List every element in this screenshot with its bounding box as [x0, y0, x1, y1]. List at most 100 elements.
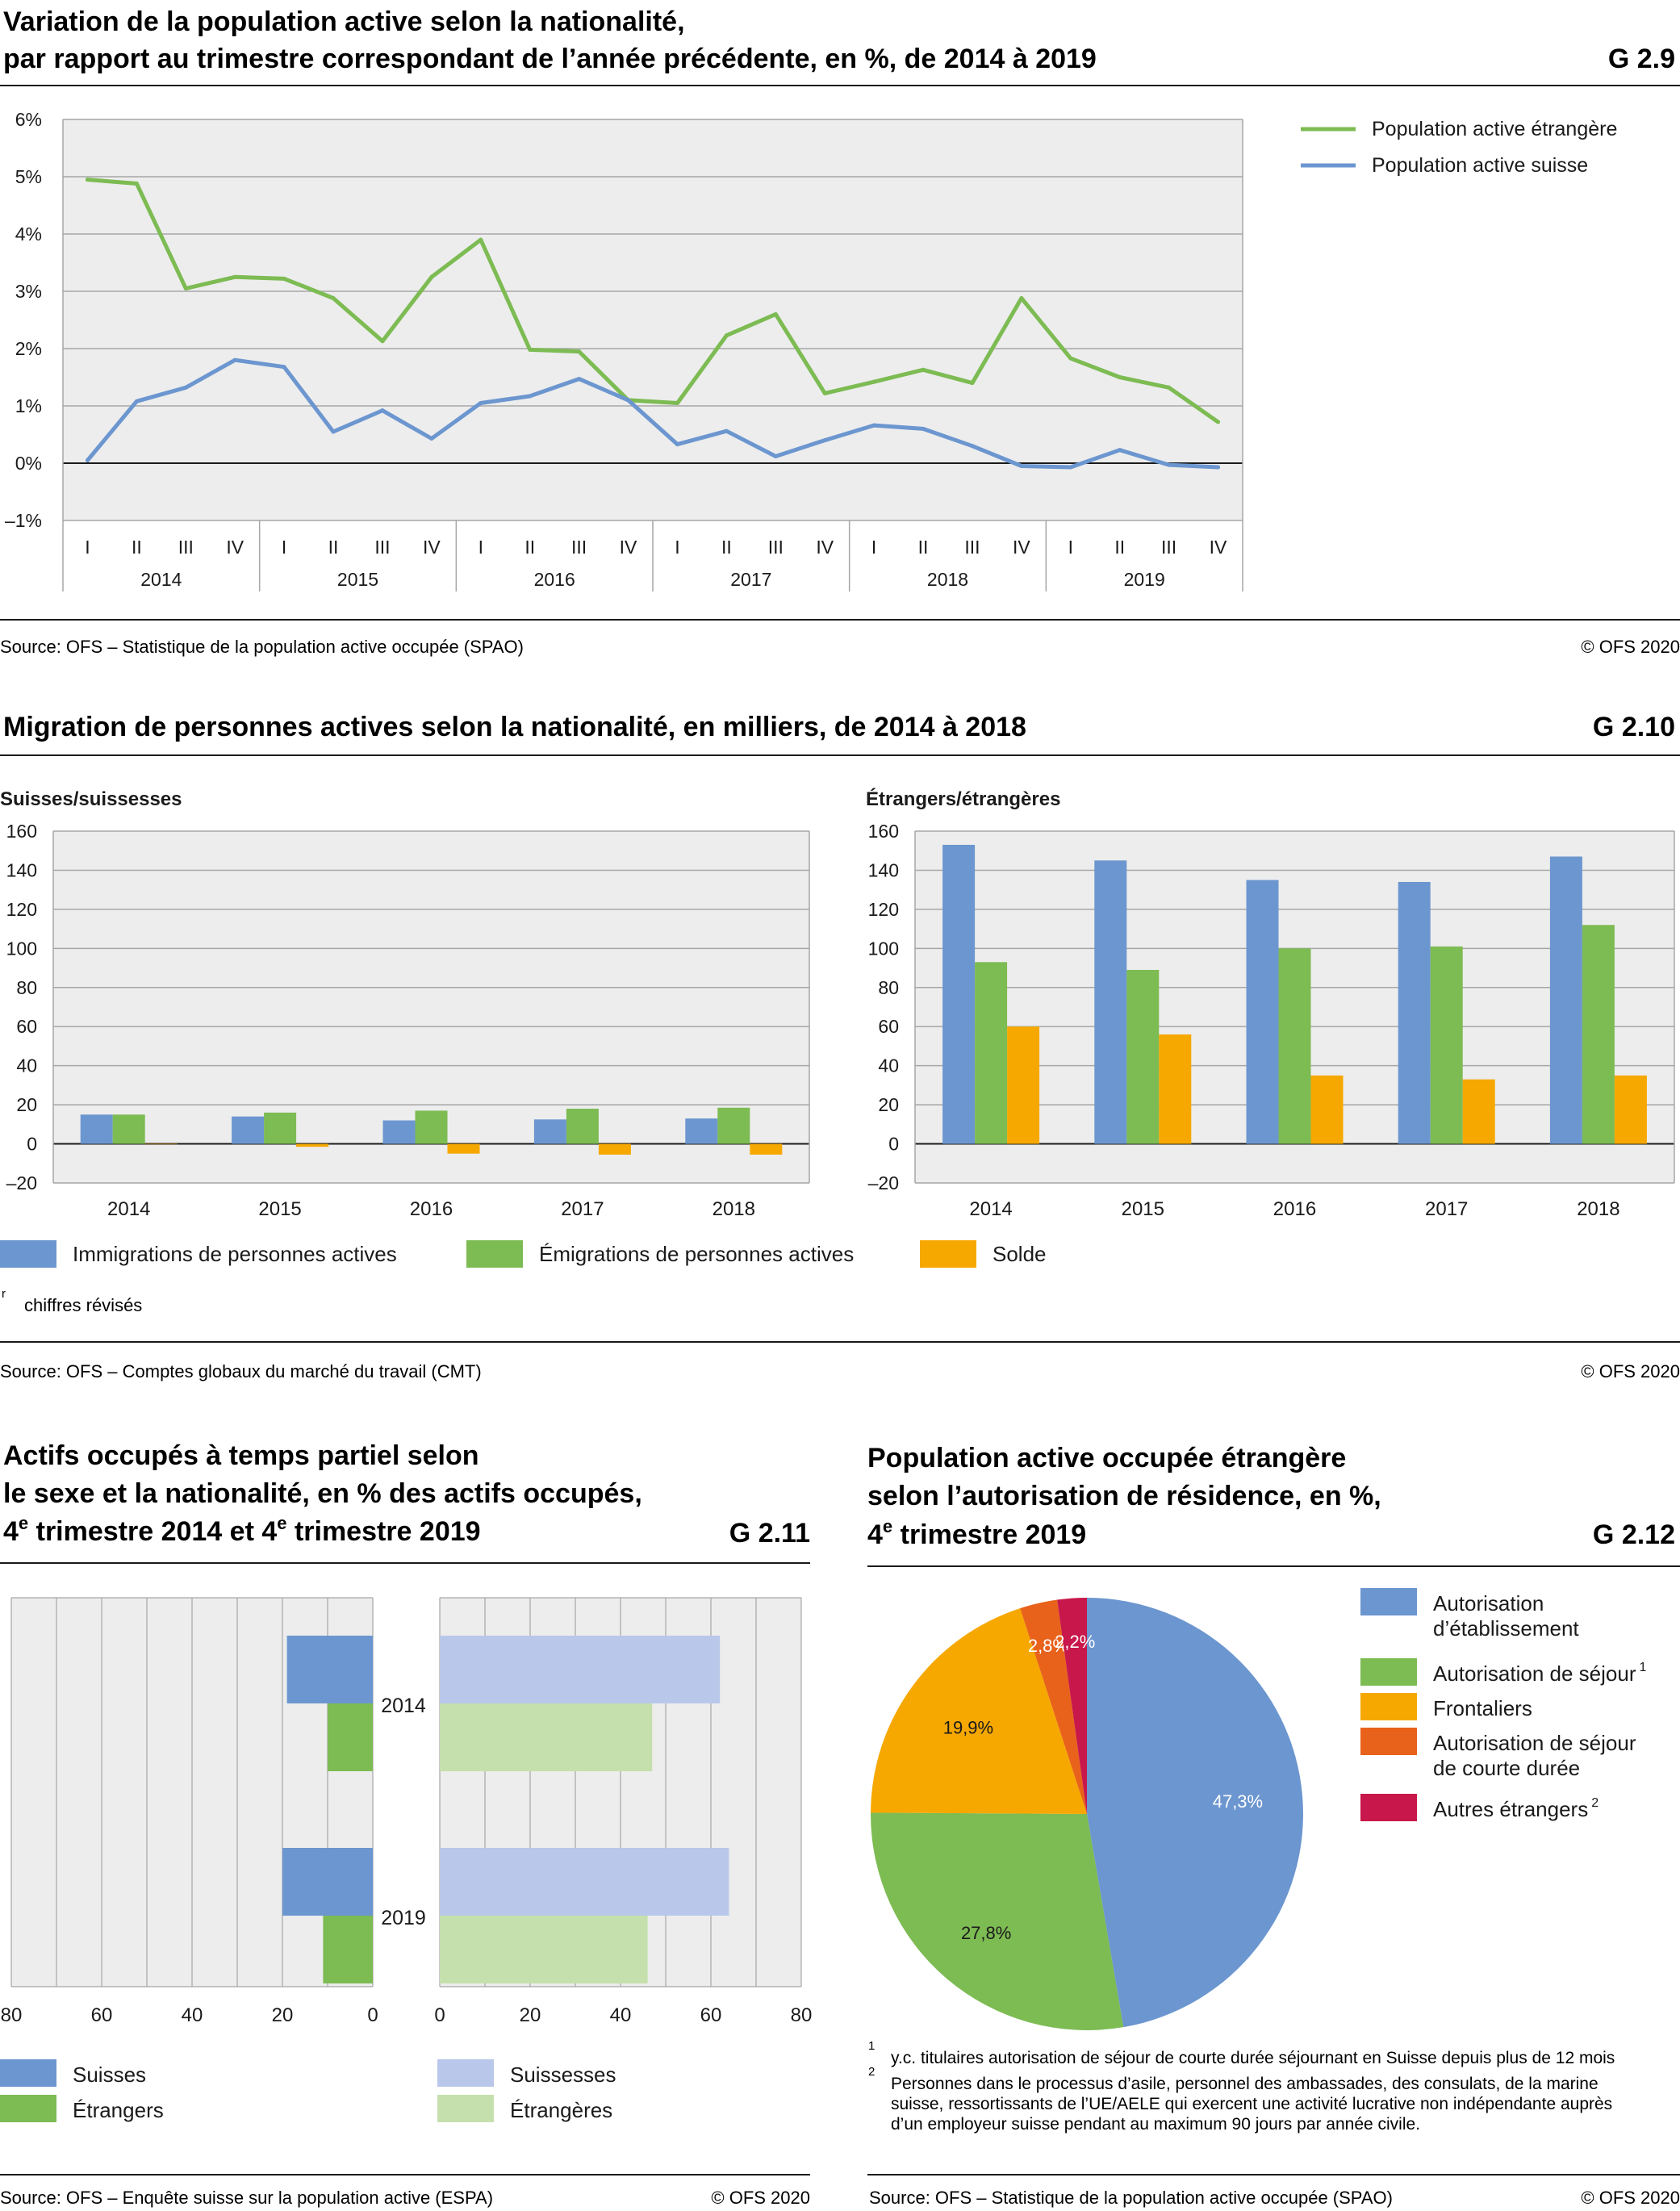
g210-bar-immigration: [382, 1120, 416, 1144]
g29-x-quarter-label: IV: [816, 537, 834, 558]
g210-code: G 2.10: [1593, 712, 1675, 742]
g29-y-tick-label: 3%: [15, 281, 42, 302]
g212-copyright: © OFS 2020: [1581, 2188, 1680, 2208]
g210-y-tick-label: 120: [6, 899, 37, 920]
g29-x-quarter-label: IV: [226, 537, 244, 558]
g212-legend-label-line2: d’établissement: [1433, 1616, 1579, 1640]
g29-x-year-label: 2019: [1124, 569, 1165, 590]
g210-bar-solde: [1310, 1075, 1344, 1144]
g210-y-tick-label: 80: [878, 977, 899, 998]
g29-point-foreign: [675, 400, 679, 405]
g211-right-x-tick-label: 40: [610, 2004, 632, 2026]
g29-point-foreign: [1167, 385, 1172, 390]
g210-bar-immigration: [533, 1119, 566, 1144]
g211-bar-suissesses: [440, 1636, 721, 1703]
g29-point-swiss: [528, 394, 533, 399]
g29-series-line-foreign: [86, 178, 1220, 424]
g29-x-quarter-label: I: [675, 537, 679, 558]
g29-x-quarter-label: IV: [423, 537, 441, 558]
g29-x-year-label: 2017: [730, 569, 771, 590]
g210-bar-solde: [296, 1143, 329, 1147]
g210-title: Migration de personnes actives selon la …: [3, 712, 1026, 742]
g211-legend-swatch: [0, 2059, 56, 2087]
g210-bar-immigration: [1246, 880, 1279, 1144]
g211-copyright: © OFS 2020: [711, 2188, 810, 2208]
g211-header: Actifs occupés à temps partiel selon le …: [0, 1440, 810, 1564]
g29-point-foreign: [479, 237, 483, 242]
g210-y-tick-label: 0: [27, 1134, 37, 1155]
g212-pie-slice: [871, 1608, 1087, 1814]
g29-x-quarter-label: III: [768, 537, 784, 558]
g210-x-tick-label: 2015: [258, 1198, 301, 1220]
g212-slice-label: 2,2%: [1055, 1632, 1095, 1652]
g210-footer: r chiffres révisés Source: OFS – Comptes…: [0, 1287, 1680, 1381]
g210-bar-solde: [1614, 1075, 1647, 1144]
g210-bar-immigration: [232, 1116, 265, 1144]
g29-y-tick-label: 6%: [15, 109, 42, 130]
g29-point-foreign: [183, 286, 188, 290]
g212-legend-swatch: [1360, 1794, 1417, 1821]
g29-x-quarter-label: IV: [620, 537, 637, 558]
g210-legend-label: Solde: [993, 1242, 1047, 1266]
g29-series-line-swiss: [86, 357, 1220, 470]
g29-x-quarter-label: I: [85, 537, 90, 558]
g211-bar-etrangeres: [440, 1703, 653, 1771]
g29-x-quarter-label: I: [1068, 537, 1073, 558]
g210-y-tick-label: 20: [878, 1094, 899, 1115]
g212-legend-label: Frontaliers: [1433, 1696, 1532, 1720]
g29-point-foreign: [282, 276, 286, 281]
g212-footnotes: 1 y.c. titulaires autorisation de séjour…: [867, 2039, 1680, 2208]
g212-fn2-line2: suisse, ressortissants de l’UE/AELE qui …: [891, 2095, 1612, 2113]
g212-fn2-line1: Personnes dans le processus d’asile, per…: [891, 2075, 1599, 2093]
g212-header: Population active occupée étrangère selo…: [867, 1443, 1680, 1567]
g29-y-tick-label: 0%: [15, 453, 42, 474]
g29-copyright: © OFS 2020: [1581, 637, 1680, 657]
g29-title-line2: par rapport au trimestre correspondant d…: [3, 44, 1097, 74]
g29-point-swiss: [1068, 465, 1073, 470]
g210-y-tick-label: 40: [16, 1055, 37, 1076]
g210-y-tick-label: –20: [868, 1172, 899, 1193]
g210-y-tick-label: 60: [878, 1016, 899, 1037]
g212-fn1-mark: 1: [868, 2039, 875, 2053]
g29-point-swiss: [871, 423, 876, 428]
g212-legend-label: Autorisation de séjour: [1433, 1731, 1636, 1755]
g29-point-swiss: [232, 357, 237, 362]
g29-x-quarter-label: II: [918, 537, 929, 558]
g29-x-year-label: 2014: [140, 569, 182, 590]
g212-fn2-line3: d’un employeur suisse pendant au maximum…: [891, 2115, 1420, 2134]
g210-bar-emigration: [112, 1114, 145, 1144]
g29-point-swiss: [1019, 464, 1024, 469]
g29-y-tick-label: 5%: [15, 166, 42, 187]
g210-bar-solde: [1007, 1026, 1040, 1144]
g210-bar-emigration: [566, 1108, 599, 1144]
g29-point-foreign: [773, 311, 778, 316]
g29-y-tick-label: 4%: [15, 224, 42, 245]
g210-source: Source: OFS – Comptes globaux du marché …: [0, 1361, 482, 1381]
g29-point-swiss: [1216, 465, 1221, 470]
g212-pie-slice: [1057, 1598, 1087, 1814]
g212-slice-label: 27,8%: [961, 1923, 1011, 1943]
g210-bar-solde: [144, 1143, 178, 1145]
g210-x-tick-label: 2018: [1577, 1198, 1619, 1220]
g29-point-swiss: [1118, 448, 1122, 453]
g29-footer: Source: OFS – Statistique de la populati…: [0, 619, 1680, 657]
g211-left-x-tick-label: 0: [367, 2004, 378, 2026]
g29-point-swiss: [183, 385, 188, 390]
g210-x-tick-label: 2017: [1425, 1198, 1468, 1220]
g210-x-tick-label: 2014: [969, 1198, 1012, 1220]
g29-x-quarter-label: II: [524, 537, 535, 558]
g212-pie-slice: [1087, 1598, 1303, 2028]
g210-bar-immigration: [942, 844, 976, 1144]
g210-y-tick-label: 20: [16, 1094, 37, 1115]
g29-point-swiss: [773, 453, 778, 458]
g29-point-foreign: [1068, 356, 1073, 361]
g212-legend-label: Autres étrangers 2: [1433, 1796, 1599, 1821]
g210-legend-swatch: [920, 1240, 976, 1268]
g210-bar-emigration: [415, 1110, 448, 1144]
g212-fn1: y.c. titulaires autorisation de séjour d…: [891, 2049, 1615, 2067]
g210-x-tick-label: 2018: [713, 1198, 755, 1220]
g29-point-swiss: [921, 426, 926, 431]
g211-title-line3: 4e trimestre 2014 et 4e trimestre 2019: [3, 1513, 481, 1547]
g210-header: Migration de personnes actives selon la …: [0, 712, 1680, 756]
g29-x-quarter-label: I: [871, 537, 876, 558]
